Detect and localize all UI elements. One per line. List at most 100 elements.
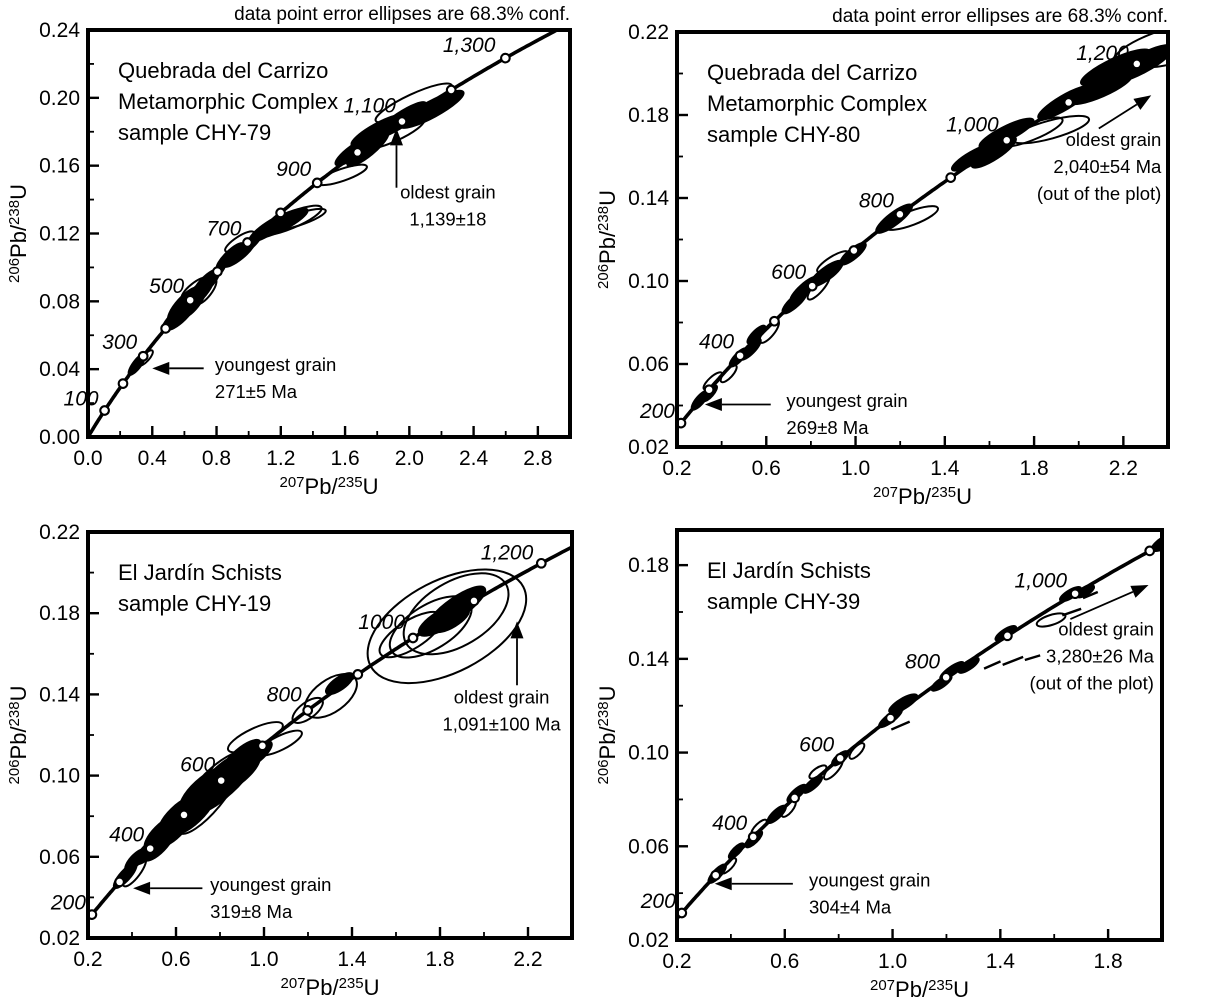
error-ellipse	[884, 205, 940, 231]
panel-title-line: El Jardín Schists	[118, 560, 282, 585]
concordia-marker-800	[894, 208, 906, 220]
concordia-marker-300	[703, 384, 715, 396]
error-ellipse	[176, 759, 241, 835]
oldest-grain-arrowhead	[1133, 95, 1152, 110]
concordia-marker-1200	[445, 84, 457, 96]
concordia-marker-500	[769, 315, 780, 327]
x-tick-label: 2.2	[513, 948, 542, 971]
x-tick-label: 1.2	[266, 447, 295, 470]
age-label-1000: 1,000	[946, 113, 999, 136]
x-tick-label: 1.6	[330, 447, 359, 470]
concordia-marker-100	[99, 405, 110, 416]
dash-segment	[1061, 607, 1082, 617]
age-label-900: 900	[276, 158, 311, 181]
concordia-marker-300	[137, 350, 149, 362]
error-ellipse	[957, 656, 980, 674]
concordia-marker-1000	[1001, 134, 1013, 146]
y-axis-label: 206Pb/238U	[6, 184, 31, 283]
age-label-400: 400	[699, 331, 734, 354]
x-tick-label: 0.8	[202, 447, 231, 470]
panel-title-line: El Jardín Schists	[707, 558, 871, 583]
y-tick-label: 0.02	[628, 929, 669, 952]
y-tick-label: 0.18	[628, 104, 669, 127]
error-ellipse	[808, 764, 828, 780]
x-tick-label: 2.8	[523, 447, 552, 470]
x-tick-label: 0.6	[770, 950, 799, 973]
concordia-marker-300	[710, 869, 722, 881]
x-axis-label: 207Pb/235U	[873, 484, 972, 509]
x-axis-label: 207Pb/235U	[280, 474, 379, 499]
concordia-marker-700	[848, 245, 860, 256]
x-tick-label: 0.6	[752, 457, 781, 480]
concordia-marker-800	[940, 671, 952, 683]
concordia-marker-600	[215, 775, 227, 786]
panel-title-line: sample CHY-79	[118, 120, 271, 145]
oldest-grain-arrowhead	[389, 128, 403, 146]
x-tick-label: 1.4	[930, 457, 960, 480]
y-tick-label: 0.10	[39, 765, 80, 788]
concordia-marker-900	[311, 177, 323, 189]
concordia-marker-1100	[468, 595, 480, 607]
error-ellipse	[402, 572, 510, 656]
oldest-grain-arrow-line	[1070, 591, 1134, 620]
error-ellipse	[1160, 530, 1162, 540]
oldest-grain-label-line: oldest grain	[1066, 129, 1162, 150]
error-ellipse	[998, 116, 1064, 148]
x-tick-label: 1.0	[878, 950, 907, 973]
error-ellipse	[427, 585, 487, 630]
concordia-marker-900	[945, 172, 957, 183]
oldest-grain-arrowhead	[1130, 585, 1149, 598]
youngest-grain-label-line: youngest grain	[210, 874, 331, 895]
panel-chy39: 0.2 0.6 1.0 1.4 1.8 0.02 0.06 0.10 0.14 0.18 200 40…	[595, 517, 1209, 1002]
panel-chy80: 0.2 0.6 1.0 1.4 1.8 2.2 0.02 0.06 0.10 0.14 0.18 0.…	[595, 6, 1170, 509]
concordia-marker-800	[302, 705, 314, 716]
concordia-marker-400	[734, 350, 746, 362]
dash-segment	[1082, 590, 1099, 600]
y-axis-label: 206Pb/238U	[6, 686, 31, 785]
concordia-marker-1200	[1131, 58, 1143, 70]
concordia-marker-1000	[407, 632, 419, 644]
youngest-grain-label-line: youngest grain	[786, 390, 907, 411]
age-label-1200: 1,200	[481, 541, 534, 564]
age-label-500: 500	[149, 275, 184, 298]
plot-clipped-content	[88, 545, 572, 923]
y-tick-label: 0.02	[39, 927, 80, 950]
concordia-marker-500	[184, 294, 196, 306]
youngest-grain-label-line: 271±5 Ma	[215, 381, 298, 402]
dash-segment	[1002, 655, 1024, 666]
age-label-1300: 1,300	[443, 34, 496, 57]
y-tick-label: 0.24	[39, 19, 80, 42]
panel-title-line: Quebrada del Carrizo	[707, 60, 917, 85]
concordia-marker-300	[114, 876, 125, 888]
error-ellipse	[720, 857, 738, 875]
age-label-800: 800	[859, 189, 894, 212]
x-tick-label: 0.4	[138, 447, 168, 470]
x-tick-label: 1.8	[425, 948, 454, 971]
panel-title-line: sample CHY-80	[707, 122, 860, 147]
dash-segment	[983, 660, 1002, 670]
y-tick-label: 0.10	[628, 742, 669, 765]
y-tick-label: 0.08	[39, 290, 80, 313]
error-ellipse	[1176, 517, 1209, 543]
concordia-marker-600	[212, 266, 223, 277]
age-label-1000: 1,000	[1015, 570, 1068, 593]
y-tick-label: 0.06	[39, 846, 80, 869]
concordia-marker-400	[160, 323, 171, 334]
y-tick-label: 0.18	[39, 602, 80, 625]
oldest-grain-label-line: (out of the plot)	[1037, 183, 1161, 204]
concordia-marker-1300	[500, 52, 511, 64]
concordia-marker-1100	[396, 116, 408, 127]
error-ellipse	[848, 742, 866, 760]
x-tick-label: 2.0	[395, 447, 424, 470]
x-tick-label: 1.4	[337, 948, 367, 971]
y-axis-label: 206Pb/238U	[595, 190, 620, 289]
error-ellipse-confidence-note: data point error ellipses are 68.3% conf…	[832, 6, 1168, 27]
x-tick-label: 0.2	[662, 457, 691, 480]
y-tick-label: 0.00	[39, 426, 80, 449]
age-label-600: 600	[771, 261, 806, 284]
error-ellipse	[366, 568, 528, 685]
concordia-marker-1200	[535, 557, 547, 569]
concordia-marker-600	[834, 752, 846, 764]
